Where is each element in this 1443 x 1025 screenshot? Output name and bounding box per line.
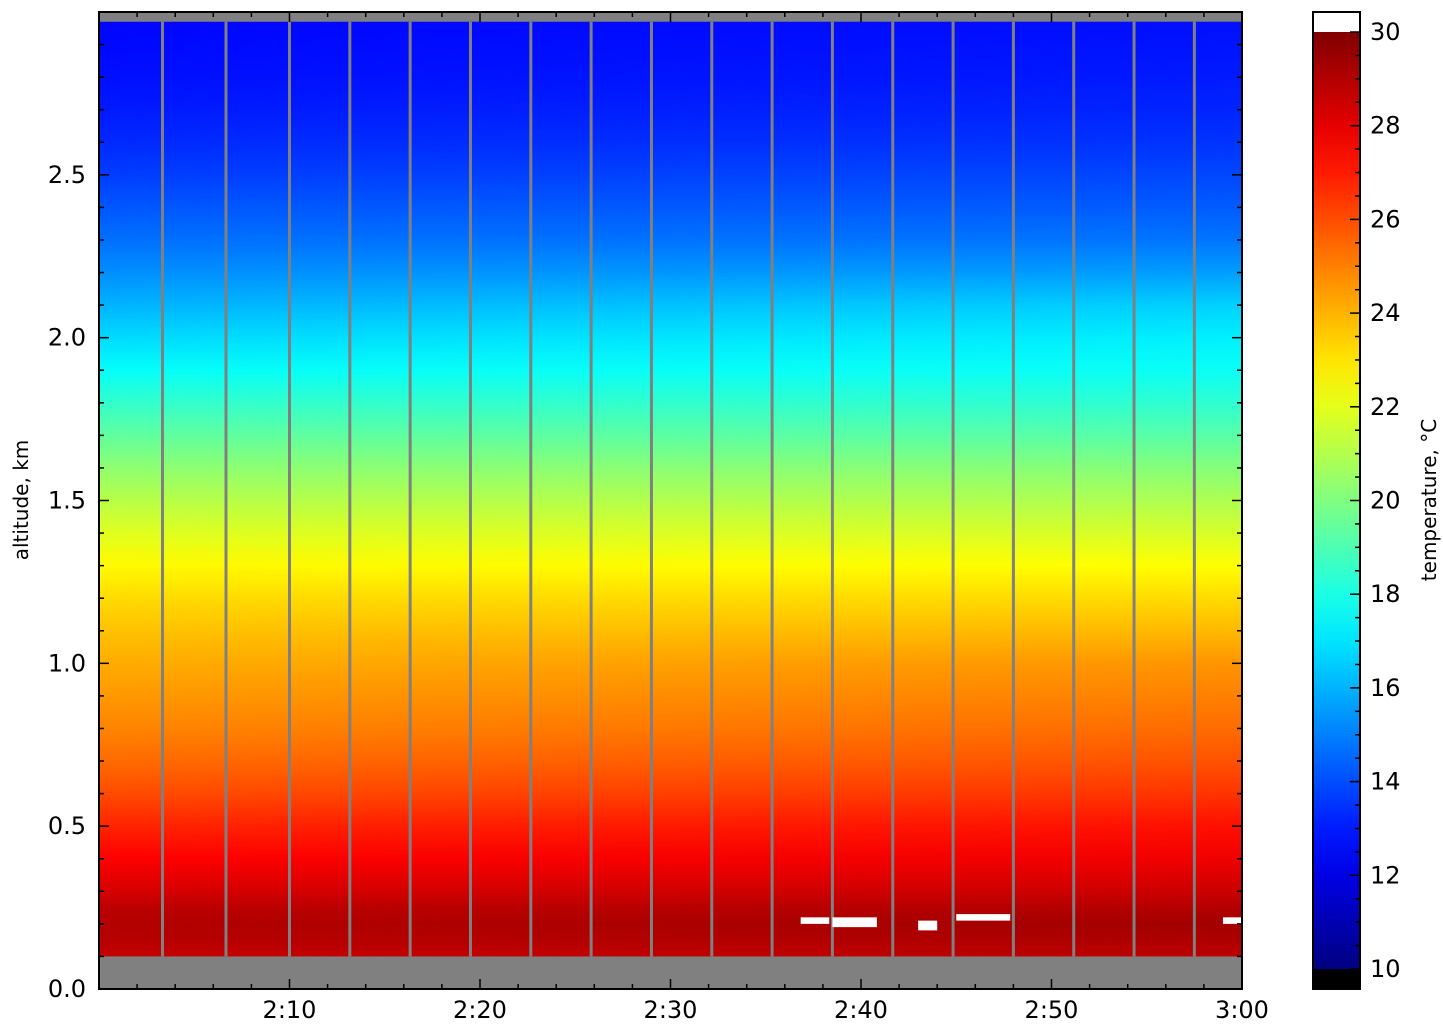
saturated-patch: [1222, 917, 1242, 924]
x-tick-label: 3:00: [1215, 996, 1269, 1024]
colorbar-tick-label: 12: [1370, 861, 1401, 889]
temperature-field-end: [99, 21, 1242, 957]
x-tick-label: 2:30: [644, 996, 698, 1024]
saturated-patch: [918, 920, 938, 931]
colorbar-tick-label: 26: [1370, 205, 1401, 233]
colorbar-label: temperature, °C: [1417, 419, 1441, 581]
y-tick-label: 2.5: [48, 161, 86, 189]
colorbar-tick-label: 20: [1370, 487, 1401, 515]
colorbar-tick-label: 24: [1370, 299, 1401, 327]
heatmap-area: [99, 12, 1242, 989]
colorbar-tick-label: 30: [1370, 18, 1401, 46]
colorbar-over: [1313, 12, 1360, 32]
y-tick-label: 0.5: [48, 812, 86, 840]
colorbar-tick-label: 10: [1370, 955, 1401, 983]
saturated-patch: [956, 914, 1011, 921]
x-tick-label: 2:10: [263, 996, 317, 1024]
colorbar-tick-label: 18: [1370, 580, 1401, 608]
colorbar-axis: 10 12 14 16 18 20 22 24 26 28 30: [1350, 18, 1401, 983]
colorbar-tick-label: 16: [1370, 674, 1401, 702]
colorbar-under: [1313, 969, 1360, 989]
x-tick-label: 2:20: [453, 996, 507, 1024]
x-axis: 2:10 2:20 2:30 2:40 2:50 3:00: [98, 12, 1269, 1024]
colorbar: [1313, 12, 1360, 989]
colorbar-tick-label: 28: [1370, 112, 1401, 140]
saturated-patch: [832, 917, 877, 928]
y-tick-label: 1.5: [48, 487, 86, 515]
colorbar-tick-label: 14: [1370, 768, 1401, 796]
y-tick-label: 0.0: [48, 975, 86, 1003]
saturated-patch: [800, 917, 830, 924]
saturated-patches: [800, 914, 1242, 931]
x-tick-label: 2:50: [1025, 996, 1079, 1024]
y-axis: 0.0 0.5 1.0 1.5 2.0 2.5: [48, 11, 1242, 1003]
x-tick-label: 2:40: [834, 996, 888, 1024]
colorbar-tick-label: 22: [1370, 393, 1401, 421]
y-tick-label: 1.0: [48, 649, 86, 677]
scan-gaps: [161, 21, 1196, 957]
y-tick-label: 2.0: [48, 324, 86, 352]
y-axis-label: altitude, km: [9, 440, 33, 561]
